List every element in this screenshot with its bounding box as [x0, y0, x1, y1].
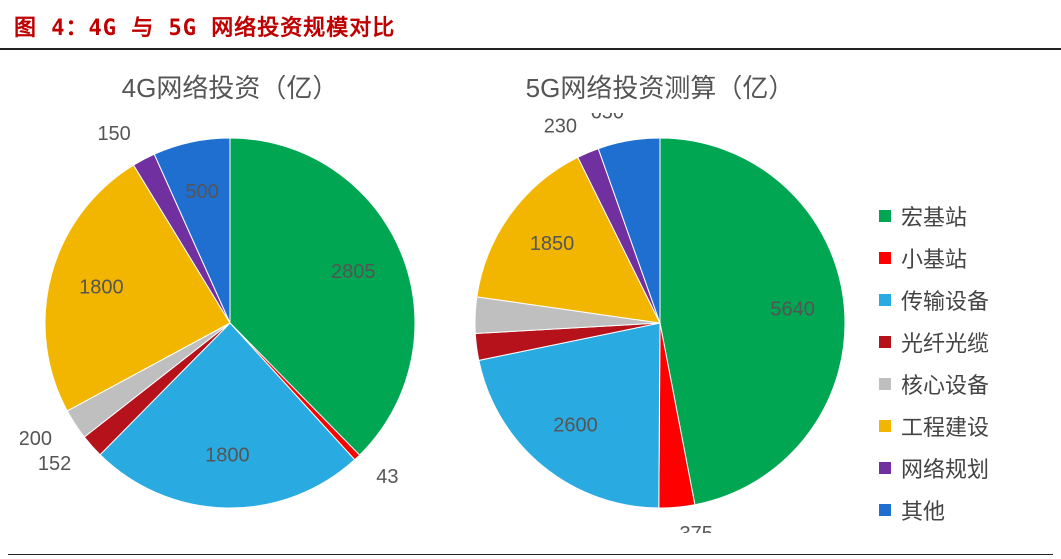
chart-5g-pie: 564037526002803801850230650	[450, 113, 870, 533]
legend-item-macro_site: 宏基站	[879, 200, 1049, 232]
chart-4g-subtitle: 4G网络投资（亿）	[20, 68, 440, 105]
bottom-rule	[8, 554, 1053, 555]
chart-5g-pie-holder: 564037526002803801850230650	[450, 113, 870, 533]
pie-label-small_cell: 375	[679, 523, 712, 533]
legend-label-transmission: 传输设备	[901, 284, 989, 316]
legend: 宏基站小基站传输设备光纤光缆核心设备工程建设网络规划其他	[879, 190, 1049, 536]
legend-item-engineering: 工程建设	[879, 410, 1049, 442]
pie-label-engineering: 1800	[79, 277, 124, 299]
pie-label-small_cell: 43	[376, 466, 398, 488]
chart-5g-subtitle: 5G网络投资测算（亿）	[450, 68, 870, 105]
legend-label-macro_site: 宏基站	[901, 200, 967, 232]
chart-4g-pie: 2805 43 1800 152 200 1800 150 500	[20, 113, 440, 533]
legend-swatch-small_cell	[879, 252, 891, 264]
legend-swatch-core	[879, 378, 891, 390]
pie-label-planning: 230	[544, 115, 577, 137]
chart-5g-block: 5G网络投资测算（亿） 564037526002803801850230650	[450, 50, 870, 550]
legend-swatch-fiber	[879, 336, 891, 348]
legend-swatch-macro_site	[879, 210, 891, 222]
legend-label-fiber: 光纤光缆	[901, 326, 989, 358]
pie-label-fiber: 152	[38, 453, 71, 475]
chart-area: 4G网络投资（亿） 2805 43 1800 152 200 1800 150 500 5G网…	[0, 50, 1061, 557]
pie-label-core: 200	[20, 428, 52, 450]
legend-item-core: 核心设备	[879, 368, 1049, 400]
pie-label-transmission: 1800	[205, 444, 250, 466]
legend-label-other: 其他	[901, 494, 945, 526]
legend-swatch-planning	[879, 462, 891, 474]
pie-label-planning: 150	[97, 123, 130, 145]
legend-item-fiber: 光纤光缆	[879, 326, 1049, 358]
pie-label-macro_site: 5640	[770, 299, 815, 321]
legend-item-other: 其他	[879, 494, 1049, 526]
legend-swatch-engineering	[879, 420, 891, 432]
pie-label-engineering: 1850	[530, 233, 575, 255]
pie-label-other: 650	[591, 113, 624, 124]
figure-title: 图 4：4G 与 5G 网络投资规模对比	[14, 10, 395, 42]
legend-label-small_cell: 小基站	[901, 242, 967, 274]
legend-label-core: 核心设备	[901, 368, 989, 400]
chart-4g-block: 4G网络投资（亿） 2805 43 1800 152 200 1800 150 500	[20, 50, 440, 550]
figure-title-bar: 图 4：4G 与 5G 网络投资规模对比	[0, 0, 1061, 50]
legend-swatch-other	[879, 504, 891, 516]
pie-label-other: 500	[185, 181, 218, 203]
legend-item-planning: 网络规划	[879, 452, 1049, 484]
chart-4g-pie-holder: 2805 43 1800 152 200 1800 150 500	[20, 113, 440, 533]
legend-item-transmission: 传输设备	[879, 284, 1049, 316]
pie-label-transmission: 2600	[553, 414, 598, 436]
legend-swatch-transmission	[879, 294, 891, 306]
pie-slice-macro_site	[660, 138, 845, 505]
legend-label-engineering: 工程建设	[901, 410, 989, 442]
legend-label-planning: 网络规划	[901, 452, 989, 484]
pie-label-macro_site: 2805	[331, 261, 376, 283]
legend-item-small_cell: 小基站	[879, 242, 1049, 274]
